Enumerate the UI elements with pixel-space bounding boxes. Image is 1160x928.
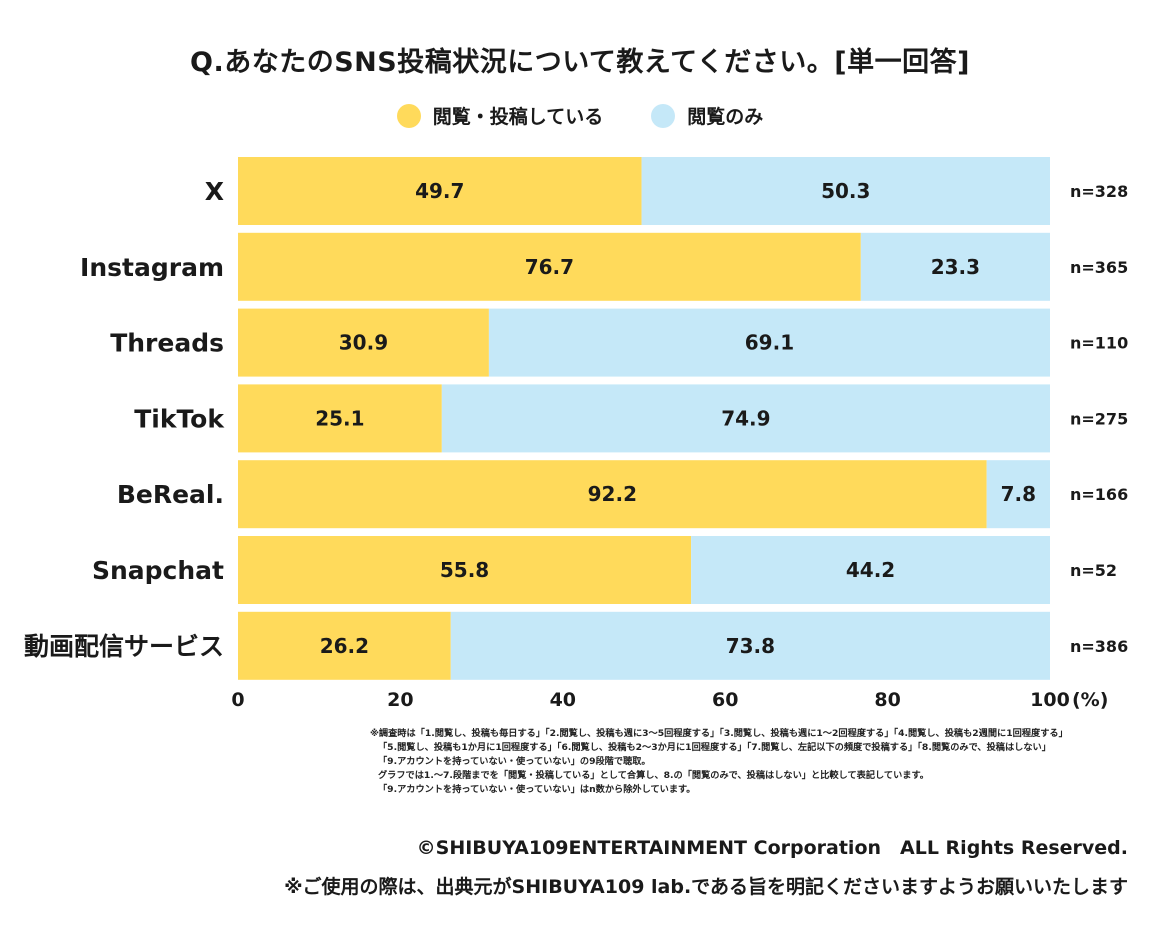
x-tick-label: 60 bbox=[712, 689, 738, 711]
data-label: 44.2 bbox=[846, 558, 895, 582]
data-label: 76.7 bbox=[525, 255, 574, 279]
legend-label-post: 閲覧・投稿している bbox=[432, 106, 604, 128]
bar-segment-view bbox=[641, 157, 1050, 225]
n-label: n=365 bbox=[1070, 258, 1128, 277]
bar-segment-post bbox=[238, 157, 642, 225]
category-label: X bbox=[205, 177, 224, 206]
data-label: 55.8 bbox=[440, 558, 489, 582]
legend-label-view: 閲覧のみ bbox=[687, 106, 764, 128]
legend-swatch-post bbox=[396, 103, 421, 128]
usage-note: ※ご使用の際は、出典元がSHIBUYA109 lab.である旨を明記くださいます… bbox=[284, 876, 1128, 898]
category-label: Threads bbox=[110, 329, 224, 358]
legend-item-view: 閲覧のみ bbox=[651, 102, 763, 129]
bar-segment-view bbox=[441, 384, 1050, 453]
legend-item-post: 閲覧・投稿している bbox=[396, 102, 604, 129]
note-line: ※調査時は「1.閲覧し、投稿も毎日する」「2.閲覧し、投稿も週に3～5回程度する… bbox=[370, 728, 1068, 739]
data-label: 30.9 bbox=[339, 331, 388, 355]
bar-segment-post bbox=[238, 232, 861, 301]
legend-swatch-view bbox=[651, 103, 676, 128]
data-label: 69.1 bbox=[745, 331, 794, 355]
data-label: 7.8 bbox=[1001, 482, 1036, 506]
x-tick-label: 40 bbox=[550, 689, 576, 711]
stacked-bar-chart: 49.7 50.3 X n=328 76.7 23.3 Instagram n=365 30.9… bbox=[24, 157, 1128, 711]
chart-title: Q.あなたのSNS投稿状況について教えてください。[単一回答] bbox=[190, 47, 970, 78]
note-line: 「5.閲覧し、投稿も1か月に1回程度する」「6.閲覧し、投稿も2～3か月に1回程… bbox=[378, 742, 1051, 753]
data-label: 25.1 bbox=[315, 406, 364, 430]
bar-segment-view bbox=[986, 460, 1050, 529]
x-tick-label: 0 bbox=[231, 689, 244, 711]
copyright: ©SHIBUYA109ENTERTAINMENT Corporation ALL… bbox=[416, 837, 1128, 859]
legend: 閲覧・投稿している 閲覧のみ bbox=[0, 102, 1160, 129]
category-label: Instagram bbox=[80, 253, 224, 282]
category-label: 動画配信サービス bbox=[24, 632, 224, 661]
x-tick-label: 80 bbox=[874, 689, 900, 711]
category-label: BeReal. bbox=[117, 480, 224, 509]
x-axis-unit: (%) bbox=[1072, 689, 1108, 711]
bar-segment-view bbox=[450, 611, 1050, 680]
x-tick-label: 100 bbox=[1030, 689, 1070, 711]
bar-segment-post bbox=[238, 460, 987, 529]
data-label: 92.2 bbox=[588, 482, 637, 506]
n-label: n=166 bbox=[1070, 485, 1128, 504]
n-label: n=275 bbox=[1070, 409, 1128, 428]
data-label: 73.8 bbox=[726, 634, 775, 658]
survey-notes: ※調査時は「1.閲覧し、投稿も毎日する」「2.閲覧し、投稿も週に3～5回程度する… bbox=[370, 727, 1150, 797]
n-label: n=110 bbox=[1070, 334, 1128, 353]
x-tick-label: 20 bbox=[387, 689, 413, 711]
note-line: 「9.アカウントを持っていない・使っていない」はn数から除外しています。 bbox=[378, 784, 696, 795]
category-label: Snapchat bbox=[92, 556, 224, 585]
bar-segment-view bbox=[488, 308, 1051, 377]
bar-segment-post bbox=[238, 384, 442, 453]
note-line: 「9.アカウントを持っていない・使っていない」の9段階で聴取。 bbox=[378, 756, 651, 767]
data-label: 50.3 bbox=[821, 179, 870, 203]
data-label: 23.3 bbox=[931, 255, 980, 279]
bar-segment-view bbox=[860, 232, 1050, 301]
data-label: 26.2 bbox=[320, 634, 369, 658]
n-label: n=52 bbox=[1070, 561, 1117, 580]
bar-segment-view bbox=[691, 536, 1050, 604]
n-label: n=328 bbox=[1070, 182, 1128, 201]
n-label: n=386 bbox=[1070, 637, 1128, 656]
note-line: グラフでは1.～7.段階までを「閲覧・投稿している」として合算し、8.の「閲覧の… bbox=[378, 770, 929, 781]
data-label: 49.7 bbox=[415, 179, 464, 203]
bar-segment-post bbox=[238, 308, 489, 377]
data-label: 74.9 bbox=[721, 406, 770, 430]
bar-segment-post bbox=[238, 611, 451, 680]
bar-segment-post bbox=[238, 536, 692, 604]
category-label: TikTok bbox=[134, 404, 225, 433]
